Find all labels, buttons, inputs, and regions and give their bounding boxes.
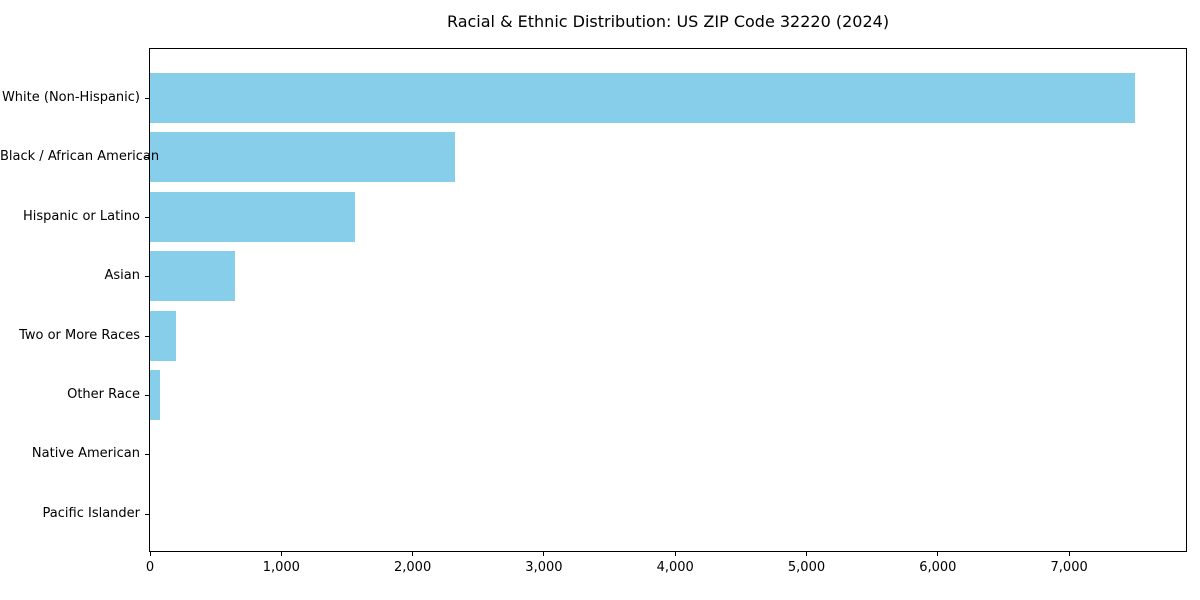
x-tick-mark bbox=[806, 552, 808, 556]
x-tick-mark bbox=[1068, 552, 1070, 556]
x-tick-label: 0 bbox=[145, 560, 155, 575]
y-tick-label: Pacific Islander bbox=[42, 505, 140, 521]
chart-title: Racial & Ethnic Distribution: US ZIP Cod… bbox=[446, 12, 890, 31]
y-tick-mark bbox=[145, 454, 149, 456]
x-tick-label: 4,000 bbox=[656, 560, 694, 575]
y-tick-label: Asian bbox=[104, 268, 140, 284]
y-tick-mark bbox=[145, 98, 149, 99]
bar-two-or-more-races bbox=[150, 310, 177, 361]
y-tick-mark bbox=[145, 157, 149, 159]
x-tick-label: 3,000 bbox=[525, 560, 563, 575]
y-tick-mark bbox=[145, 395, 149, 396]
y-tick-mark bbox=[145, 513, 149, 515]
y-tick-label: Black / African American bbox=[0, 149, 160, 165]
x-tick-mark bbox=[280, 552, 282, 556]
bar-other-race bbox=[150, 370, 160, 420]
x-tick-label: 2,000 bbox=[394, 560, 432, 575]
x-tick-label: 7,000 bbox=[1050, 560, 1088, 575]
y-tick-label: Native American bbox=[31, 446, 140, 462]
y-tick-mark bbox=[145, 276, 149, 278]
y-tick-label: Two or More Races bbox=[19, 327, 140, 343]
x-tick-mark bbox=[543, 552, 545, 556]
x-tick-label: 6,000 bbox=[919, 560, 957, 575]
y-tick-mark bbox=[145, 335, 149, 337]
y-tick-mark bbox=[145, 216, 149, 218]
x-tick-mark bbox=[412, 552, 414, 556]
bar-white-non-hispanic bbox=[150, 73, 1135, 123]
plot-area bbox=[149, 48, 1187, 552]
bar-black-african-american bbox=[150, 132, 456, 183]
bar-hispanic-or-latino bbox=[150, 191, 356, 242]
y-tick-label: Other Race bbox=[67, 387, 140, 402]
x-tick-label: 5,000 bbox=[787, 560, 826, 575]
x-tick-mark bbox=[149, 552, 151, 556]
bar-asian bbox=[150, 251, 236, 302]
y-tick-label: White (Non-Hispanic) bbox=[1, 90, 140, 105]
x-tick-mark bbox=[674, 552, 676, 556]
y-tick-label: Hispanic or Latino bbox=[22, 208, 140, 224]
x-tick-mark bbox=[937, 552, 939, 556]
x-tick-label: 1,000 bbox=[262, 560, 300, 575]
